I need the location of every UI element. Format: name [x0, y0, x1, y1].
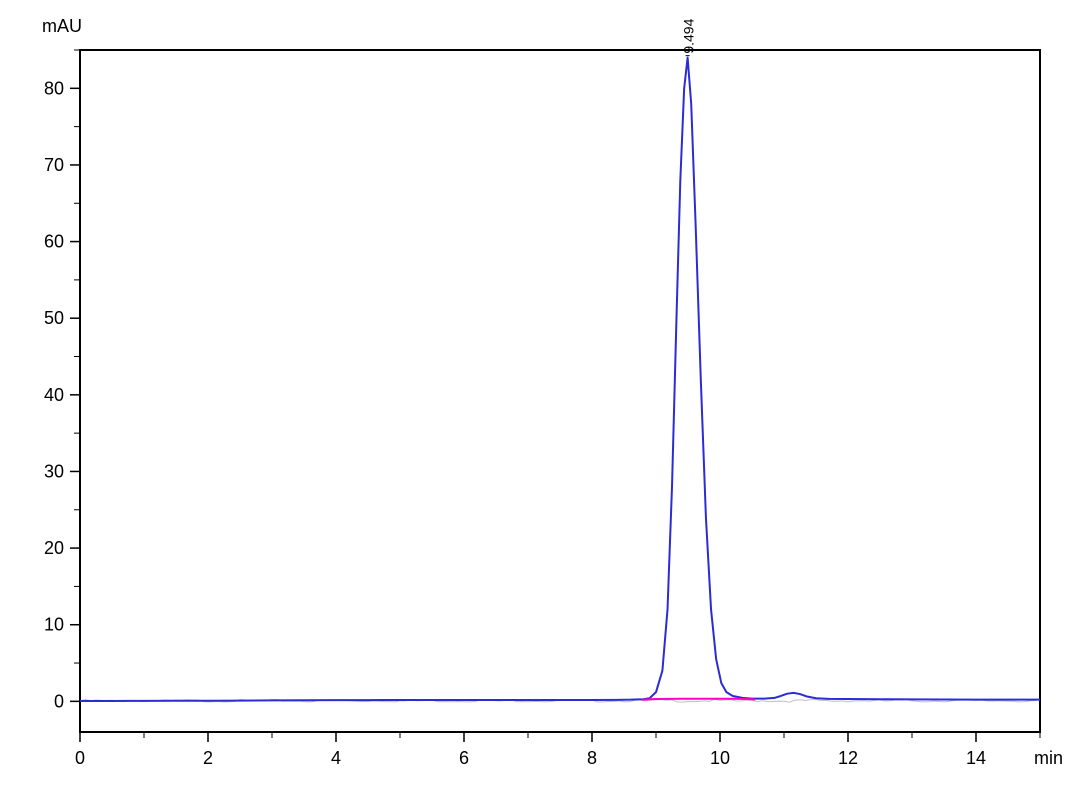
x-tick-label: 4: [331, 748, 341, 768]
chart-canvas: 0 10 20 30 40 50 60 70 80 0 2 4 6 8 10 12 14 mAU min 9.494: [0, 0, 1080, 792]
x-axis-label: min: [1034, 748, 1063, 768]
x-tick-label: 6: [459, 748, 469, 768]
y-tick-label: 20: [44, 538, 64, 558]
y-tick-label: 60: [44, 232, 64, 252]
y-tick-label: 10: [44, 615, 64, 635]
y-tick-label: 40: [44, 385, 64, 405]
x-tick-label: 0: [75, 748, 85, 768]
chromatogram-chart: 0 10 20 30 40 50 60 70 80 0 2 4 6 8 10 12 14 mAU min 9.494: [0, 0, 1080, 792]
y-tick-label: 80: [44, 78, 64, 98]
peak-label-group: 9.494: [681, 18, 697, 53]
plot-background: [0, 0, 1080, 792]
y-axis-label: mAU: [42, 16, 82, 36]
y-tick-label: 0: [54, 691, 64, 711]
x-tick-label: 8: [587, 748, 597, 768]
x-tick-label: 2: [203, 748, 213, 768]
x-tick-label: 14: [966, 748, 986, 768]
peak-label: 9.494: [681, 18, 697, 53]
y-tick-label: 50: [44, 308, 64, 328]
x-tick-label: 12: [838, 748, 858, 768]
y-tick-label: 30: [44, 461, 64, 481]
y-tick-label: 70: [44, 155, 64, 175]
x-tick-label: 10: [710, 748, 730, 768]
baseline-trace: [642, 699, 755, 700]
